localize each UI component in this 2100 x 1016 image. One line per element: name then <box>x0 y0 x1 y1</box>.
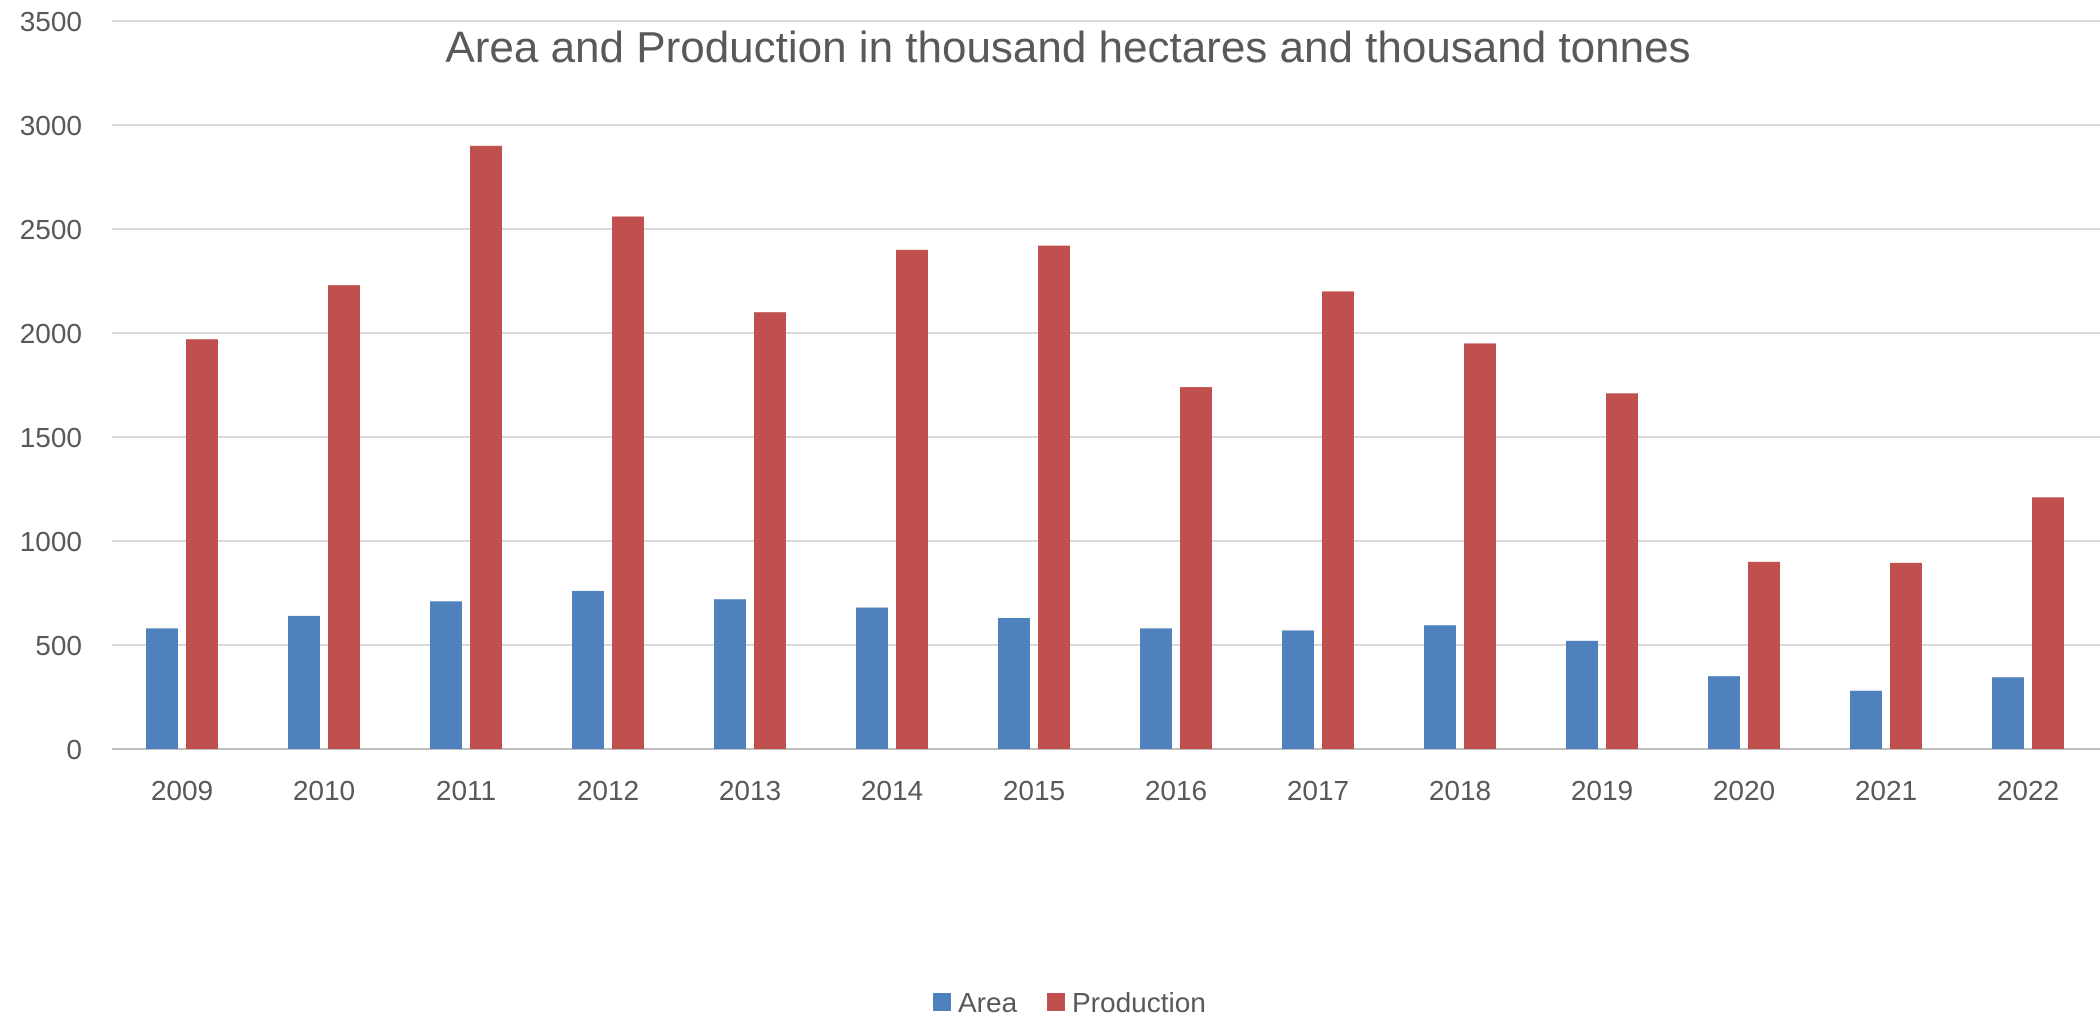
x-tick-label: 2016 <box>1145 775 1207 806</box>
bar-production-2019 <box>1606 393 1638 749</box>
x-tick-label: 2015 <box>1003 775 1065 806</box>
bar-production-2013 <box>754 312 786 749</box>
x-tick-label: 2013 <box>719 775 781 806</box>
x-tick-label: 2019 <box>1571 775 1633 806</box>
y-tick-label: 1000 <box>20 526 82 557</box>
bar-production-2020 <box>1748 561 1780 749</box>
bar-area-2014 <box>856 607 888 749</box>
y-tick-label: 500 <box>35 630 82 661</box>
legend-swatch-area <box>933 993 951 1011</box>
bar-area-2020 <box>1708 676 1740 749</box>
x-tick-label: 2014 <box>861 775 923 806</box>
bar-area-2015 <box>998 617 1030 749</box>
bar-production-2017 <box>1322 291 1354 749</box>
bar-area-2021 <box>1850 690 1882 749</box>
x-axis-tick-labels: 2009 2010 2011 2012 2013 2014 2015 2016 2017 2018… <box>151 775 2059 806</box>
bar-production-2016 <box>1180 387 1212 749</box>
x-tick-label: 2020 <box>1713 775 1775 806</box>
x-tick-label: 2018 <box>1429 775 1491 806</box>
y-tick-label: 0 <box>66 734 82 765</box>
x-tick-label: 2011 <box>436 775 496 806</box>
gridlines <box>112 20 2100 750</box>
legend-swatch-production <box>1047 993 1065 1011</box>
y-tick-label: 3500 <box>20 6 82 37</box>
legend-label-production: Production <box>1072 987 1206 1016</box>
bar-area-2012 <box>572 590 604 749</box>
x-tick-label: 2012 <box>577 775 639 806</box>
bar-production-2010 <box>328 285 360 749</box>
bar-area-2011 <box>430 601 462 749</box>
y-tick-label: 2500 <box>20 214 82 245</box>
bar-area-2016 <box>1140 628 1172 749</box>
bar-production-2014 <box>896 249 928 750</box>
bar-production-2021 <box>1890 562 1922 749</box>
bar-area-2019 <box>1566 640 1598 749</box>
bar-production-2022 <box>2032 497 2064 749</box>
x-tick-label: 2010 <box>293 775 355 806</box>
bar-production-2012 <box>612 216 644 749</box>
y-tick-label: 1500 <box>20 422 82 453</box>
x-tick-label: 2022 <box>1997 775 2059 806</box>
y-axis-tick-labels: 0 500 1000 1500 2000 2500 3000 3500 <box>20 6 82 765</box>
y-tick-label: 2000 <box>20 318 82 349</box>
x-tick-label: 2009 <box>151 775 213 806</box>
legend-label-area: Area <box>958 987 1018 1016</box>
x-tick-label: 2021 <box>1855 775 1917 806</box>
bars <box>146 145 2064 750</box>
bar-area-2013 <box>714 599 746 749</box>
x-tick-label: 2017 <box>1287 775 1349 806</box>
bar-area-2017 <box>1282 630 1314 749</box>
bar-production-2009 <box>186 339 218 749</box>
legend: Area Production <box>933 987 1206 1016</box>
y-tick-label: 3000 <box>20 110 82 141</box>
bar-production-2015 <box>1038 245 1070 749</box>
bar-area-2018 <box>1424 625 1456 749</box>
bar-production-2018 <box>1464 343 1496 749</box>
bar-area-2022 <box>1992 677 2024 749</box>
chart-title: Area and Production in thousand hectares… <box>445 23 1690 72</box>
bar-area-2010 <box>288 615 320 749</box>
bar-area-2009 <box>146 628 178 749</box>
bar-production-2011 <box>470 145 502 750</box>
